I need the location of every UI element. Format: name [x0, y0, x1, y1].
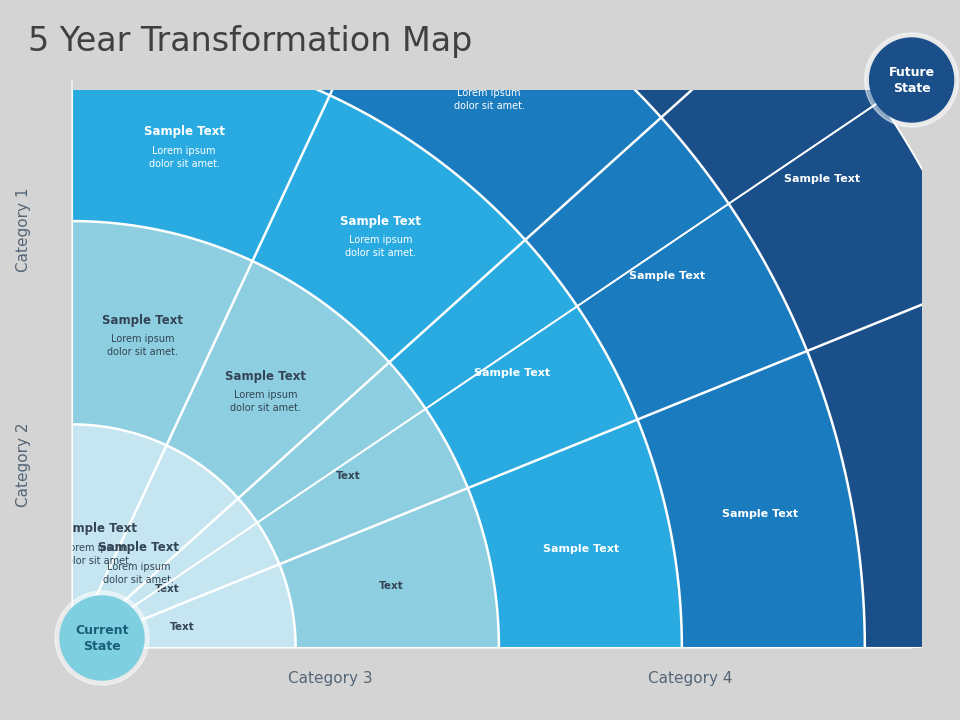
Text: Sample Text: Sample Text	[102, 314, 183, 327]
Text: Category 1: Category 1	[16, 188, 32, 272]
Polygon shape	[72, 0, 960, 648]
Text: Lorem ipsum
dolor sit amet.: Lorem ipsum dolor sit amet.	[345, 235, 416, 258]
Text: Sample Text: Sample Text	[56, 522, 136, 535]
Text: Category 4: Category 4	[648, 670, 732, 685]
Circle shape	[55, 591, 149, 685]
Text: Sample Text: Sample Text	[98, 541, 179, 554]
Text: Lorem ipsum
dolor sit amet.: Lorem ipsum dolor sit amet.	[454, 88, 525, 111]
Polygon shape	[72, 0, 865, 648]
Text: Text: Text	[379, 581, 403, 591]
Text: Lorem ipsum
dolor sit amet.: Lorem ipsum dolor sit amet.	[60, 543, 132, 566]
Text: Category 3: Category 3	[288, 670, 372, 685]
Text: Sample Text: Sample Text	[448, 68, 530, 81]
Text: Sample Text: Sample Text	[473, 369, 550, 378]
Text: Sample Text: Sample Text	[629, 271, 705, 282]
Text: Future
State: Future State	[889, 66, 935, 94]
Polygon shape	[72, 38, 682, 648]
Text: Lorem ipsum
dolor sit amet.: Lorem ipsum dolor sit amet.	[149, 145, 220, 168]
Text: Lorem ipsum
dolor sit amet.: Lorem ipsum dolor sit amet.	[103, 562, 174, 585]
Text: Lorem ipsum
dolor sit amet.: Lorem ipsum dolor sit amet.	[230, 390, 301, 413]
Text: Sample Text: Sample Text	[340, 215, 420, 228]
Text: Current
State: Current State	[75, 624, 129, 652]
Text: 5 Year Transformation Map: 5 Year Transformation Map	[28, 25, 472, 58]
Polygon shape	[72, 221, 499, 648]
Text: Sample Text: Sample Text	[225, 370, 306, 383]
Text: Sample Text: Sample Text	[784, 174, 860, 184]
Text: Sample Text: Sample Text	[144, 125, 225, 138]
Text: Text: Text	[169, 621, 194, 631]
Text: Text: Text	[335, 471, 360, 481]
Text: Sample Text: Sample Text	[723, 509, 799, 519]
Text: Category 2: Category 2	[16, 423, 32, 508]
Text: Lorem ipsum
dolor sit amet.: Lorem ipsum dolor sit amet.	[107, 334, 178, 357]
Text: Sample Text: Sample Text	[542, 544, 619, 554]
Circle shape	[870, 38, 953, 122]
Circle shape	[865, 33, 959, 127]
Circle shape	[60, 596, 144, 680]
Text: Text: Text	[155, 584, 180, 594]
Polygon shape	[72, 424, 296, 648]
